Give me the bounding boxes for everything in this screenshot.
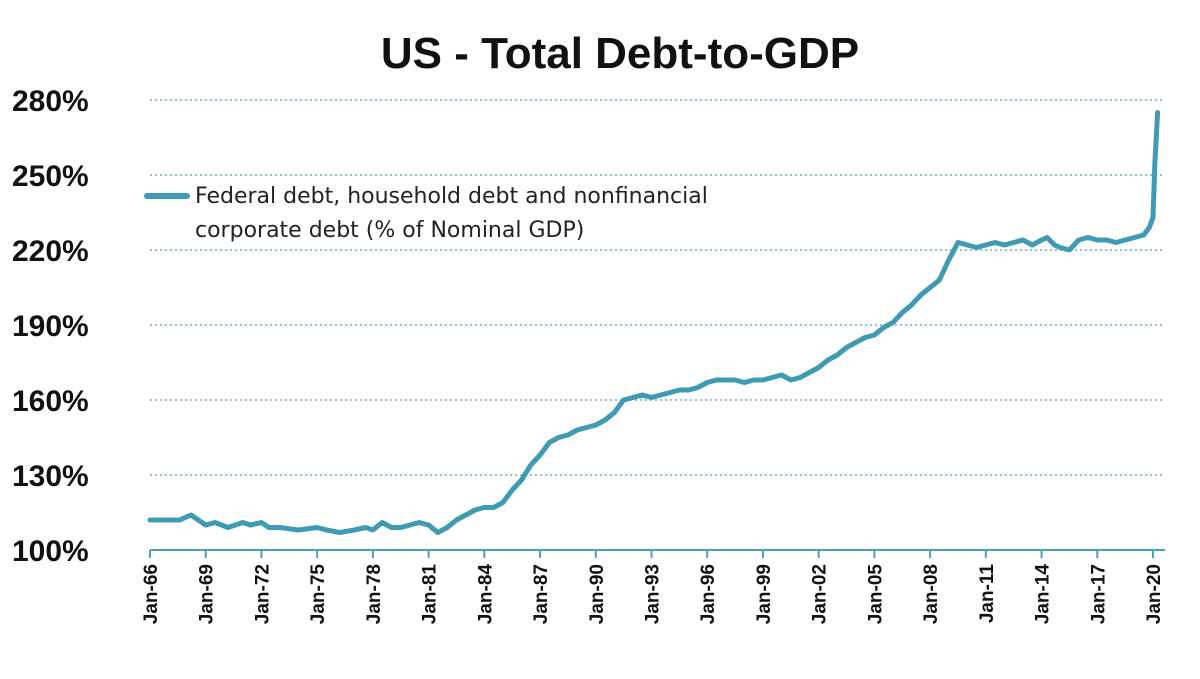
x-tick-label: Jan-72 [252,564,273,624]
y-tick-label: 160% [12,385,89,418]
x-tick-label: Jan-99 [754,564,775,624]
x-tick-label: Jan-02 [810,564,831,624]
y-tick-label: 250% [12,160,89,193]
y-tick-label: 220% [12,235,89,268]
x-tick-label: Jan-08 [921,564,942,624]
y-tick-label: 190% [12,310,89,343]
x-tick-label: Jan-93 [643,564,664,624]
x-tick-label: Jan-75 [308,564,329,625]
legend: Federal debt, household debt and nonfina… [144,184,708,243]
series-lines [147,110,1161,535]
y-tick-label: 280% [12,85,89,118]
x-tick-label: Jan-17 [1088,564,1109,624]
x-tick-label: Jan-05 [865,564,886,625]
x-tick-label: Jan-81 [420,564,441,625]
x-tick-label: Jan-78 [364,564,385,624]
x-tick-label: Jan-11 [977,564,998,624]
y-axis-tick-labels: 100% 130% 160% 190% 220% 250% 280% [12,85,89,568]
x-tick-label: Jan-66 [141,564,162,624]
x-tick-label: Jan-90 [587,564,608,624]
x-tick-label: Jan-87 [531,564,552,624]
legend-label: corporate debt (% of Nominal GDP) [195,218,584,243]
x-tick-label: Jan-84 [475,564,496,625]
x-axis: Jan-66 Jan-69 Jan-72 Jan-75 Jan-78 Jan-81 Jan-… [141,549,1165,625]
chart-title: US - Total Debt-to-GDP [381,29,859,78]
series-line [147,110,1161,535]
x-tick-label: Jan-14 [1033,564,1054,625]
gridlines [150,99,1165,476]
x-tick-label: Jan-69 [197,564,218,624]
y-tick-label: 100% [12,535,89,568]
legend-label: Federal debt, household debt and nonfina… [195,184,708,209]
x-tick-label: Jan-96 [698,564,719,624]
x-tick-label: Jan-20 [1144,564,1165,624]
y-tick-label: 130% [12,460,89,493]
